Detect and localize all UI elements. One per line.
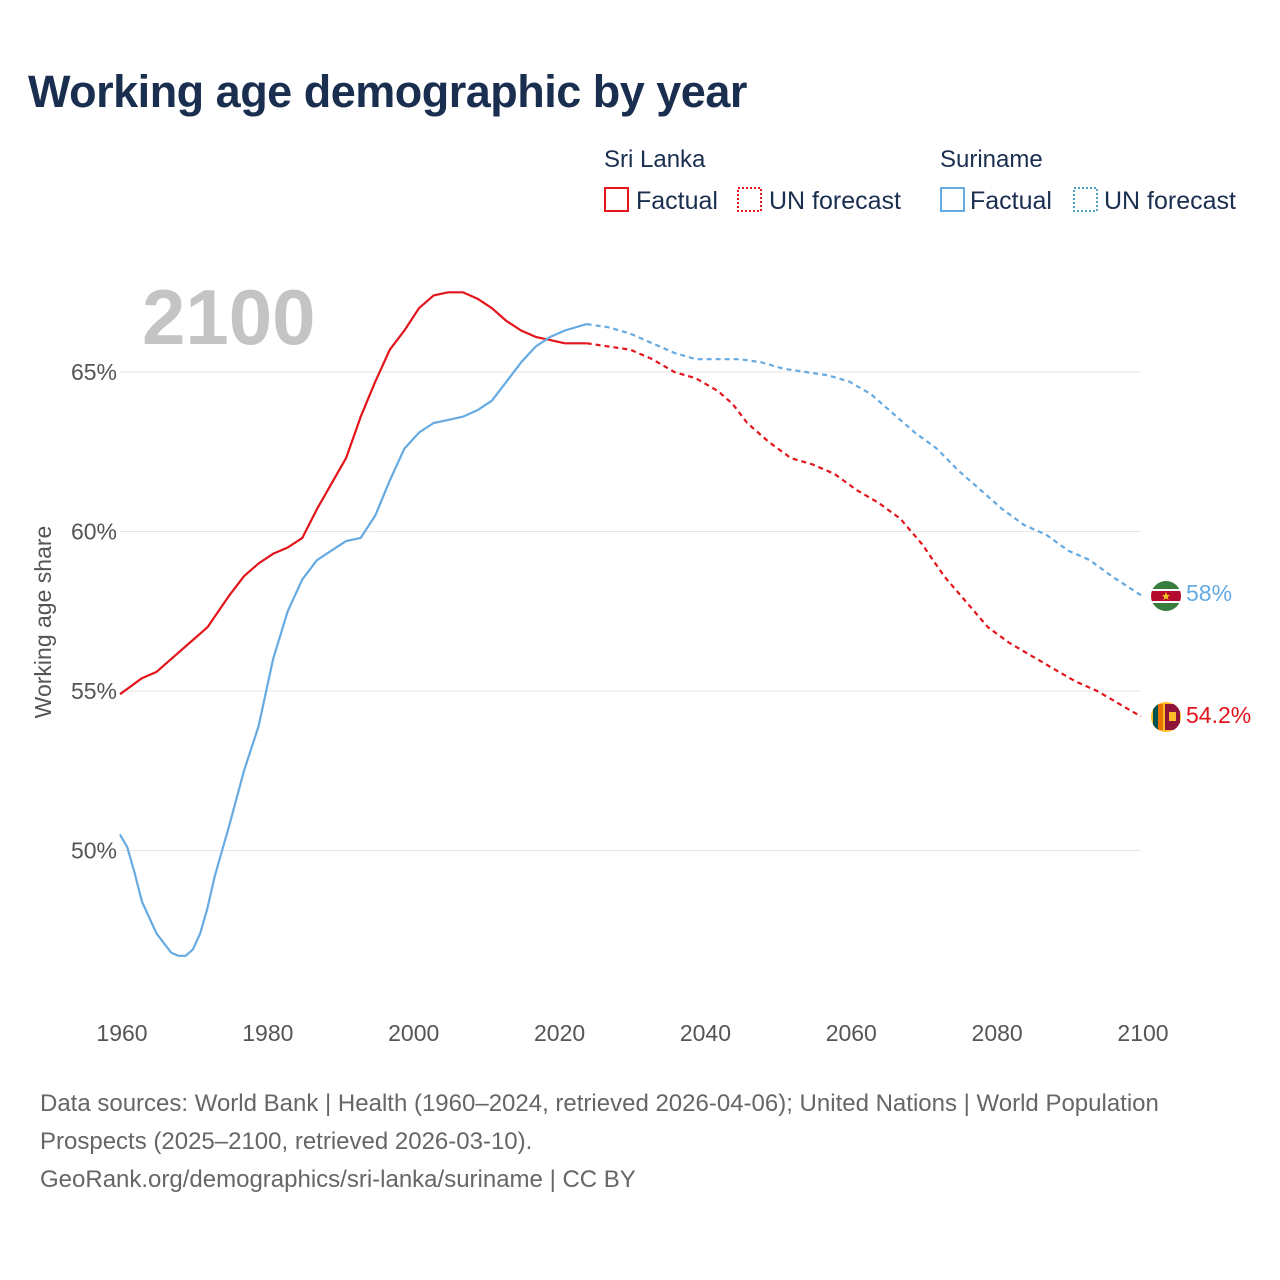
sources-link[interactable]: GeoRank.org/demographics/sri-lanka/surin…: [40, 1166, 636, 1193]
legend-title-suriname: Suriname: [940, 146, 1043, 173]
x-tick-label: 2080: [972, 1020, 1023, 1046]
gridlines: [120, 371, 1141, 851]
suriname-flag-icon: [1151, 581, 1181, 611]
legend-swatch-suriname-factual: [940, 187, 965, 212]
series-line-sri-lanka-factual: [119, 291, 587, 696]
y-tick-label: 50%: [71, 838, 117, 864]
legend-swatch-sri-lanka-forecast: [737, 187, 762, 212]
legend: Sri Lanka Factual UN forecast Suriname F…: [604, 146, 1236, 215]
legend-label-suriname-factual: Factual: [970, 187, 1052, 215]
data-sources: Data sources: World Bank | Health (1960–…: [40, 1085, 1250, 1199]
sources-text: Data sources: World Bank | Health (1960–…: [40, 1090, 1159, 1155]
line-chart: Sri Lanka Factual UN forecast Suriname F…: [30, 146, 1251, 1046]
chart-title: Working age demographic by year: [28, 66, 747, 117]
legend-label-sri-lanka-forecast: UN forecast: [769, 187, 901, 215]
sri-lanka-flag-icon: [1151, 702, 1181, 732]
end-label-sri-lanka: 54.2%: [1186, 702, 1251, 728]
x-axis-ticks: 1960 1980 2000 2020 2040 2060 2080 2100: [96, 1020, 1168, 1046]
legend-label-sri-lanka-factual: Factual: [636, 187, 718, 215]
series-line-sri-lanka-forecast: [586, 342, 1142, 718]
y-tick-label: 55%: [71, 678, 117, 704]
y-axis-ticks: 50% 55% 60% 65%: [71, 359, 117, 864]
x-tick-label: 2060: [826, 1020, 877, 1046]
legend-swatch-sri-lanka-factual: [604, 187, 629, 212]
y-axis-title: Working age share: [30, 526, 56, 719]
x-tick-label: 1980: [242, 1020, 293, 1046]
x-tick-label: 2020: [534, 1020, 585, 1046]
series-lines: [119, 291, 1142, 957]
series-line-suriname-factual: [119, 323, 588, 957]
legend-swatch-suriname-forecast: [1073, 187, 1098, 212]
legend-title-sri-lanka: Sri Lanka: [604, 146, 706, 173]
series-line-suriname-forecast: [586, 323, 1142, 597]
x-tick-label: 2100: [1117, 1020, 1168, 1046]
x-tick-label: 2040: [680, 1020, 731, 1046]
year-label: 2100: [142, 273, 316, 361]
end-label-suriname: 58%: [1186, 580, 1232, 606]
x-tick-label: 2000: [388, 1020, 439, 1046]
y-tick-label: 60%: [71, 519, 117, 545]
legend-label-suriname-forecast: UN forecast: [1104, 187, 1236, 215]
x-tick-label: 1960: [96, 1020, 147, 1046]
y-tick-label: 65%: [71, 359, 117, 385]
